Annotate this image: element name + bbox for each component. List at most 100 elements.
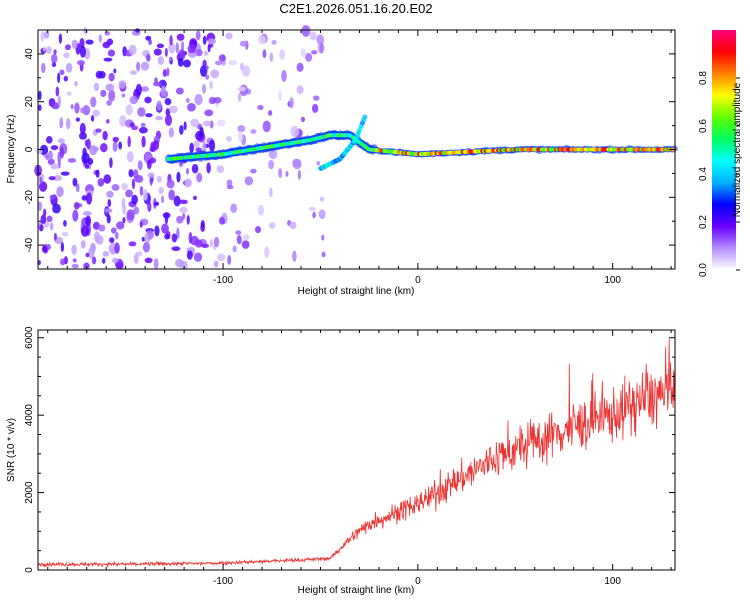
spectrogram-dot	[156, 100, 162, 111]
spectrogram-dot	[241, 240, 250, 249]
spectrogram-dot	[72, 177, 78, 187]
spectrogram-dot	[207, 44, 211, 53]
spectrogram-dot	[57, 95, 62, 107]
colorbar-ticks: 0.0 0.2 0.4 0.6 0.8	[698, 71, 740, 277]
spectrogram-dot	[53, 49, 57, 55]
spectrogram-dot	[189, 142, 194, 154]
spectrogram-dot	[292, 250, 297, 262]
spectrogram-dot	[257, 104, 264, 111]
spectrogram-dot	[257, 35, 266, 45]
spectrogram-dot	[147, 172, 155, 178]
spectrogram-x-tick-label: 100	[604, 275, 621, 286]
spectrogram-dot	[215, 102, 219, 108]
spectrogram-dot	[64, 44, 71, 51]
spectrogram-dot	[216, 119, 226, 127]
spectrogram-dot	[147, 201, 152, 213]
spectrogram-dot	[104, 208, 113, 213]
spectrogram-dot	[81, 152, 90, 164]
spectrogram-x-axis: -100 0 100	[47, 30, 672, 286]
spectrogram-dot	[145, 113, 153, 118]
spectrogram-y-axis: -40 -20 0 20 40	[24, 29, 675, 270]
spectrogram-dot	[143, 188, 148, 201]
snr-x-tick-label: -100	[213, 576, 233, 587]
spectrogram-dot	[264, 246, 270, 259]
spectrogram-dot	[184, 178, 192, 188]
spectrogram-x-axis-title: Height of straight line (km)	[298, 286, 415, 297]
spectrogram-dot	[182, 212, 186, 220]
spectrogram-dot	[67, 158, 77, 163]
spectrogram-dot	[216, 165, 225, 174]
spectrogram-dot	[202, 141, 207, 154]
spectrogram-dot	[118, 80, 127, 89]
spectrogram-dot	[301, 25, 311, 37]
spectrogram-dot	[106, 100, 112, 106]
spectrogram-dot	[281, 69, 287, 82]
spectrogram-dot	[40, 62, 46, 74]
spectrogram-dot	[171, 233, 178, 243]
spectrogram-dot	[175, 87, 184, 95]
spectrogram-dot	[153, 48, 162, 56]
spectrogram-dot	[53, 232, 57, 241]
spectrogram-dot	[80, 107, 85, 114]
spectrogram-dot	[190, 118, 199, 128]
branch-track	[362, 114, 368, 120]
spectrogram-dot	[75, 117, 80, 122]
spectrogram-dot	[141, 236, 146, 242]
spectrogram-dot	[153, 258, 159, 270]
spectrogram-dot	[255, 226, 262, 234]
spectrogram-dot	[289, 97, 294, 109]
spectrogram-dot	[213, 236, 220, 248]
spectrogram-dot	[92, 221, 100, 230]
spectrogram-dot	[83, 210, 92, 216]
spectrogram-dot	[205, 65, 209, 70]
spectrogram-dot	[268, 160, 275, 170]
spectrogram-dot	[79, 38, 85, 49]
spectrogram-dot	[271, 39, 277, 45]
spectrogram-dot	[50, 53, 58, 64]
spectrogram-dot	[207, 38, 217, 45]
spectrogram-dot	[137, 107, 146, 117]
spectrogram-dot	[46, 243, 51, 250]
spectrogram-dot	[84, 163, 90, 169]
spectrogram-dot	[305, 52, 313, 62]
spectrogram-dot	[97, 178, 105, 187]
spectrogram-dot	[193, 140, 200, 149]
spectrogram-dot	[131, 194, 138, 205]
colorbar-gradient	[712, 30, 736, 270]
spectrogram-dot	[164, 212, 169, 225]
spectrogram-dot	[90, 115, 95, 122]
spectrogram-dot	[102, 251, 110, 257]
snr-y-tick-label: 2000	[24, 481, 35, 504]
spectrogram-dot	[227, 254, 232, 265]
spectrogram-dot	[175, 42, 180, 54]
spectrogram-dot	[82, 105, 91, 116]
spectrogram-dot	[106, 119, 110, 124]
spectrogram-y-tick-label: -40	[24, 237, 35, 252]
spectrogram-dot	[108, 89, 116, 102]
spectrogram-dot	[121, 183, 128, 191]
spectrogram-dot	[110, 227, 117, 234]
spectrogram-dot	[42, 46, 46, 52]
spectrogram-y-axis-title: Frequency (Hz)	[6, 115, 17, 184]
spectrogram-dot	[202, 35, 207, 45]
spectrogram-dot	[187, 102, 196, 112]
spectrogram-dot	[176, 33, 185, 41]
spectrogram-dot	[106, 214, 111, 224]
spectrogram-dot	[90, 96, 97, 108]
spectrogram-dot	[268, 148, 278, 160]
spectrogram-dot	[81, 195, 88, 201]
spectrogram-dot	[60, 171, 70, 176]
spectrogram-x-tick-label: 0	[415, 275, 421, 286]
spectrogram-dot	[74, 81, 78, 87]
spectrogram-panel: -100 0 100 -40 -20 0 20 40 Height of straight …	[6, 25, 678, 297]
spectrogram-dot	[108, 72, 115, 82]
spectrogram-dot	[176, 215, 184, 224]
spectrogram-dot	[169, 105, 178, 114]
spectrogram-dot	[168, 189, 175, 201]
spectrogram-dot	[300, 48, 306, 58]
spectrogram-dot	[162, 69, 168, 77]
spectrogram-dot	[166, 179, 175, 189]
spectrogram-dot	[140, 86, 150, 92]
spectrogram-dot	[193, 195, 197, 200]
